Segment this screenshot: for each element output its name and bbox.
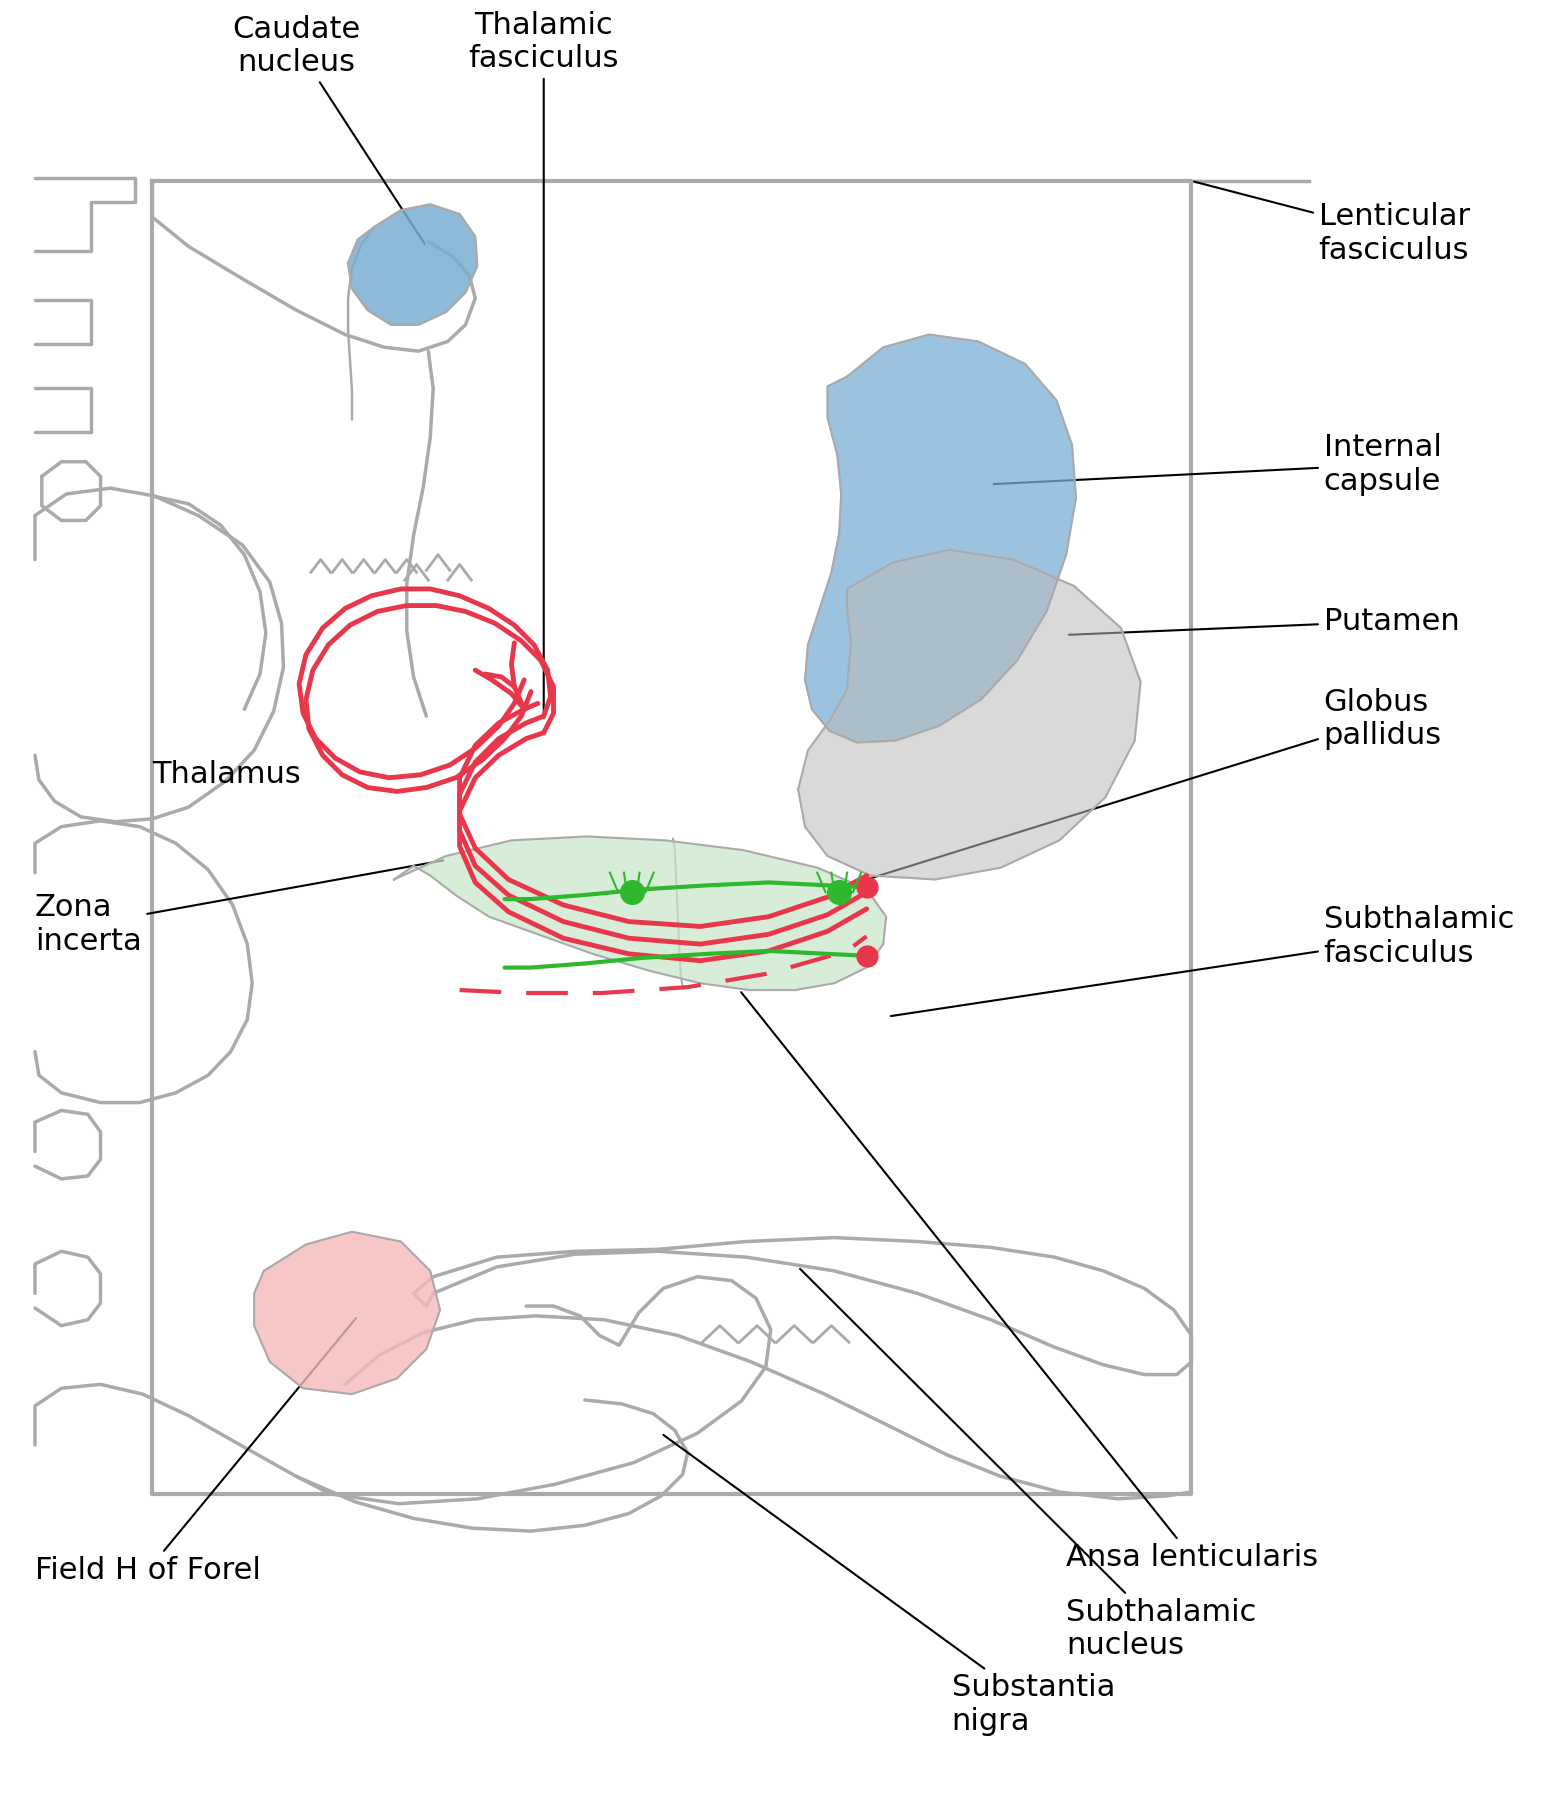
Text: Subthalamic
fasciculus: Subthalamic fasciculus [891,904,1515,1016]
Polygon shape [255,1232,441,1394]
Text: Zona
incerta: Zona incerta [34,861,444,956]
Text: Internal
capsule: Internal capsule [994,434,1441,495]
Text: Globus
pallidus: Globus pallidus [869,688,1441,879]
Text: Caudate
nucleus: Caudate nucleus [231,14,425,245]
Text: Thalamus: Thalamus [152,760,302,789]
Polygon shape [349,204,477,324]
Text: Subthalamic
nucleus: Subthalamic nucleus [800,1270,1257,1661]
Text: Ansa lenticularis: Ansa lenticularis [741,992,1318,1572]
Polygon shape [805,335,1075,742]
Text: Thalamic
fasciculus: Thalamic fasciculus [469,11,619,719]
Text: Substantia
nigra: Substantia nigra [663,1435,1114,1736]
Polygon shape [799,549,1141,879]
Text: Putamen: Putamen [1069,607,1460,636]
Polygon shape [394,836,886,991]
Text: Lenticular
fasciculus: Lenticular fasciculus [1194,182,1469,265]
Text: Field H of Forel: Field H of Forel [34,1318,356,1585]
